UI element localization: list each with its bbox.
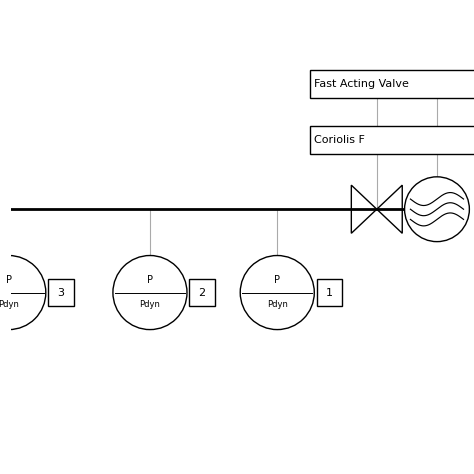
- Text: Pdyn: Pdyn: [267, 300, 288, 309]
- FancyBboxPatch shape: [310, 126, 474, 154]
- Text: P: P: [274, 274, 280, 284]
- Text: 2: 2: [199, 288, 206, 298]
- Text: P: P: [147, 274, 153, 284]
- FancyBboxPatch shape: [317, 279, 342, 306]
- Text: 1: 1: [326, 288, 333, 298]
- FancyBboxPatch shape: [189, 279, 215, 306]
- Circle shape: [0, 255, 46, 329]
- Circle shape: [405, 177, 469, 242]
- Text: Coriolis F: Coriolis F: [314, 135, 365, 145]
- Circle shape: [240, 255, 314, 329]
- FancyBboxPatch shape: [310, 70, 474, 98]
- FancyBboxPatch shape: [48, 279, 73, 306]
- Text: Pdyn: Pdyn: [0, 300, 19, 309]
- Circle shape: [113, 255, 187, 329]
- Text: Fast Acting Valve: Fast Acting Valve: [314, 79, 409, 89]
- Text: 3: 3: [57, 288, 64, 298]
- Text: Pdyn: Pdyn: [139, 300, 160, 309]
- Text: P: P: [6, 274, 12, 284]
